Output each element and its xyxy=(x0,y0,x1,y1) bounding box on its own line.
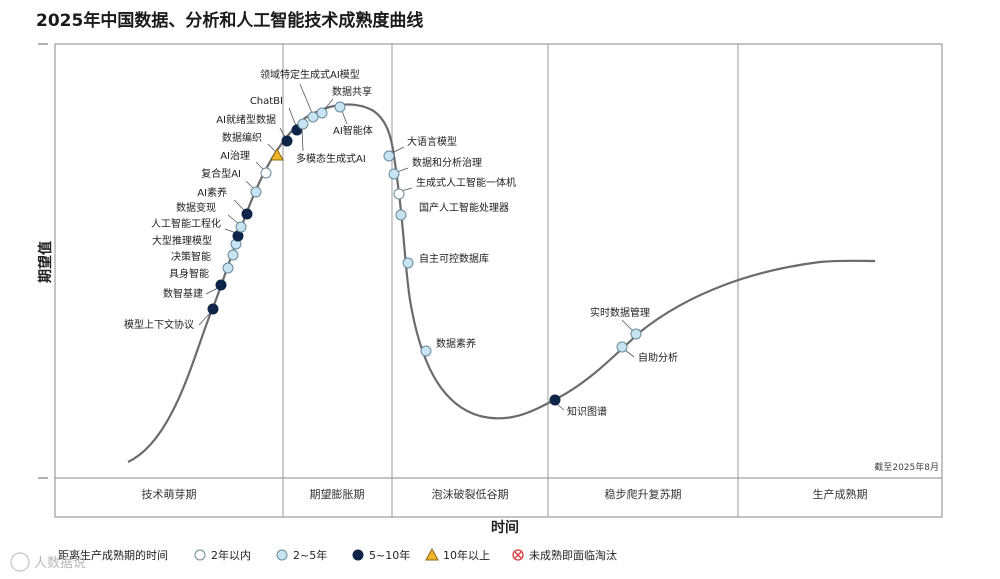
leader-line xyxy=(233,199,246,212)
marker-circle xyxy=(232,230,244,242)
marker-circle xyxy=(260,167,272,179)
leader-line xyxy=(198,312,211,326)
legend-label: 5~10年 xyxy=(369,548,410,562)
point-label: 生成式人工智能一体机 xyxy=(416,176,516,189)
point-label: 数据共享 xyxy=(332,85,372,98)
leader-line xyxy=(279,127,286,138)
leader-line xyxy=(227,214,240,225)
leader-line xyxy=(267,143,277,153)
marker-circle xyxy=(549,394,561,406)
point-label: 自助分析 xyxy=(638,351,678,364)
point-label: 数据编织 xyxy=(222,131,262,144)
point-label: 决策智能 xyxy=(171,250,211,263)
leader-line xyxy=(396,167,409,173)
legend-marker xyxy=(425,547,439,561)
point-label: AI智能体 xyxy=(333,124,373,137)
cutoff-note: 截至2025年8月 xyxy=(874,461,939,473)
phase-label: 泡沫破裂低谷期 xyxy=(432,487,509,501)
marker-circle xyxy=(383,150,395,162)
legend-marker-cross xyxy=(514,551,522,559)
marker-circle xyxy=(241,208,253,220)
marker-circle xyxy=(215,279,227,291)
leader-line xyxy=(624,349,635,358)
legend-marker xyxy=(352,549,364,561)
watermark-logo xyxy=(10,552,30,572)
marker-circle xyxy=(616,341,628,353)
point-label: AI就绪型数据 xyxy=(216,113,276,126)
marker-circle xyxy=(281,135,293,147)
legend-label: 2~5年 xyxy=(293,548,327,562)
marker-circle xyxy=(235,221,247,233)
legend-title: 距离生产成熟期的时间 xyxy=(58,548,168,562)
x-axis-label: 时间 xyxy=(491,519,519,536)
phase-label: 稳步爬升复苏期 xyxy=(605,487,682,501)
point-label: 数据素养 xyxy=(436,337,476,350)
marker-circle xyxy=(297,118,309,130)
chart-title: 2025年中国数据、分析和人工智能技术成熟度曲线 xyxy=(36,11,424,31)
point-label: 数据变现 xyxy=(176,201,216,214)
leader-line xyxy=(391,146,405,154)
marker-circle xyxy=(316,107,328,119)
legend-label: 10年以上 xyxy=(443,548,490,562)
point-label: 国产人工智能处理器 xyxy=(419,201,509,214)
marker-circle xyxy=(395,209,407,221)
leader-line xyxy=(556,403,565,411)
marker-circle xyxy=(227,249,239,261)
leader-line xyxy=(301,127,304,152)
point-label: 大语言模型 xyxy=(407,135,457,148)
point-label: AI治理 xyxy=(220,149,250,162)
legend-label: 2年以内 xyxy=(211,548,251,562)
marker-triangle xyxy=(270,147,284,161)
leader-line xyxy=(205,287,219,295)
point-label: 数据和分析治理 xyxy=(412,156,482,169)
point-label: 大型推理模型 xyxy=(152,234,212,247)
marker-circle xyxy=(393,188,405,200)
phase-label: 期望膨胀期 xyxy=(310,487,365,501)
leader-line xyxy=(299,83,313,114)
marker-circle xyxy=(402,257,414,269)
point-label: 实时数据管理 xyxy=(590,306,650,319)
point-label: 模型上下文协议 xyxy=(124,318,194,331)
phase-label: 技术萌芽期 xyxy=(142,487,197,501)
marker-circle xyxy=(307,111,319,123)
marker-circle xyxy=(334,101,346,113)
marker-circle xyxy=(388,168,400,180)
point-label: 自主可控数据库 xyxy=(419,252,489,265)
leader-line xyxy=(621,319,634,332)
legend-marker xyxy=(276,549,288,561)
point-label: 数智基建 xyxy=(163,287,203,300)
point-label: 领域特定生成式AI模型 xyxy=(260,68,360,81)
point-label: 具身智能 xyxy=(169,267,209,280)
point-label: 复合型AI xyxy=(201,167,241,180)
point-label: 人工智能工程化 xyxy=(151,217,221,230)
y-axis-label: 期望值 xyxy=(37,241,54,283)
legend-marker xyxy=(194,549,206,561)
watermark-text: 人数据说 xyxy=(34,556,86,571)
legend-label: 未成熟即面临淘汰 xyxy=(529,548,617,562)
point-label: AI素养 xyxy=(197,186,227,199)
plot-frame xyxy=(54,43,943,518)
leader-line xyxy=(288,107,297,127)
leader-line xyxy=(341,110,348,125)
point-label: ChatBI xyxy=(250,96,283,107)
marker-circle xyxy=(250,186,262,198)
phase-label: 生产成熟期 xyxy=(813,487,868,501)
leader-line xyxy=(323,98,334,111)
point-label: 知识图谱 xyxy=(567,405,607,418)
marker-circle xyxy=(207,303,219,315)
marker-circle xyxy=(630,328,642,340)
marker-circle xyxy=(222,262,234,274)
point-label: 多模态生成式AI xyxy=(296,152,366,165)
marker-circle xyxy=(420,345,432,357)
